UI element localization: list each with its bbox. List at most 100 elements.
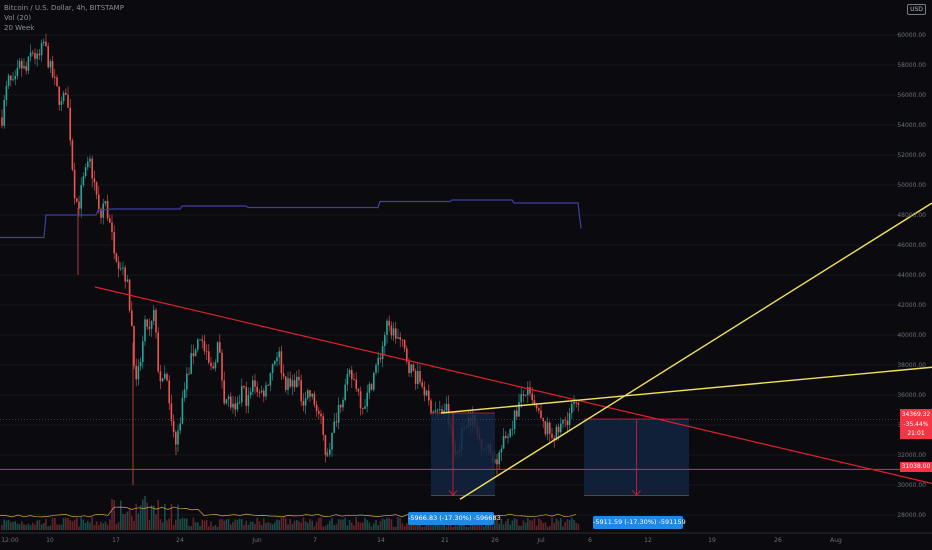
y-tick-label: 42000.00 [897,302,926,309]
volume-bar [529,520,531,530]
candle-body [379,357,382,360]
volume-bar [513,518,516,530]
last-price-tag: 34369.32 -35.44% 21:01 [900,409,932,439]
volume-bar [179,519,181,530]
candle-body [560,423,562,433]
candle-body [320,413,322,417]
candle-body [285,376,287,390]
volume-bars [0,495,580,530]
candle-body [5,85,8,100]
candle-body [25,66,27,71]
candle-body [62,92,65,102]
candle-body [351,370,353,380]
candle-body [12,79,14,81]
candle-body [538,408,540,411]
volume-bar [192,517,195,530]
volume-bar [434,521,437,530]
candle-body [7,75,10,86]
volume-bar [186,518,188,530]
candle-body [223,380,225,404]
volume-indicator-label[interactable]: Vol (20) [4,14,32,22]
volume-bar [87,520,89,530]
candle-body [175,432,177,445]
candle-body [421,382,423,387]
candle-body [274,361,276,365]
candle-body [359,391,362,409]
y-tick-label: 40000.00 [897,332,926,339]
volume-bar [115,524,118,530]
candle-body [170,403,173,421]
candle-body [315,404,318,412]
candle-body [230,396,232,408]
candle-body [428,390,430,401]
candle-body [362,408,364,410]
candle-body [23,66,25,69]
volume-bar [346,525,349,530]
volume-bar [474,522,476,530]
volume-bar [236,519,239,530]
candle-body [340,404,342,408]
candle-body [98,194,100,210]
volume-bar [357,521,360,530]
volume-bar [84,522,87,530]
volume-bar [353,525,355,530]
x-tick-label: 21 [441,537,449,544]
volume-bar [562,526,564,530]
volume-bar [16,523,19,530]
candle-body [322,416,324,436]
last-price-change: -35.44% [903,420,929,428]
candle-body [298,376,300,381]
volume-bar [122,513,124,530]
volume-bar [379,521,382,530]
candle-body [502,435,505,449]
volume-bar [111,499,113,530]
candle-body [179,423,181,431]
volume-bar [406,523,408,530]
currency-badge[interactable]: USD [907,4,926,15]
ma-indicator-label[interactable]: 20 Week [4,24,35,32]
y-tick-label: 30000.00 [897,482,926,489]
candle-body [159,371,162,382]
volume-bar [491,526,494,530]
volume-bar [89,522,91,530]
volume-bar [443,520,445,530]
y-tick-label: 36000.00 [897,392,926,399]
volume-bar [258,521,261,530]
candle-body [324,435,327,455]
volume-bar [29,525,32,530]
candle-body [408,361,410,374]
volume-bar [560,518,562,530]
candle-body [318,411,320,414]
candle-body [91,158,93,179]
candle-body [177,430,179,445]
volume-bar [463,523,465,530]
volume-bar [351,522,353,530]
candle-body [291,380,294,387]
volume-bar [225,519,228,530]
candle-body [516,410,518,417]
candle-body [399,337,401,340]
candle-body [258,392,261,393]
candle-body [201,339,203,342]
candle-body [260,390,263,393]
candle-body [252,380,254,392]
volume-bar [5,520,8,530]
candle-body [357,388,360,392]
candle-body [434,410,437,412]
candle-body [104,201,107,204]
volume-bar [575,522,577,530]
candle-body [238,402,241,404]
volume-bar [62,518,65,530]
volume-bar [199,526,201,530]
volume-bar [34,524,36,530]
candle-body [507,436,509,438]
candle-body [146,319,148,327]
volume-bar [377,525,379,530]
candle-body [535,404,538,409]
candle-body [509,429,511,437]
measure-zone [431,413,495,496]
candle-body [71,140,74,170]
volume-bar [441,525,443,530]
candle-body [417,371,419,384]
